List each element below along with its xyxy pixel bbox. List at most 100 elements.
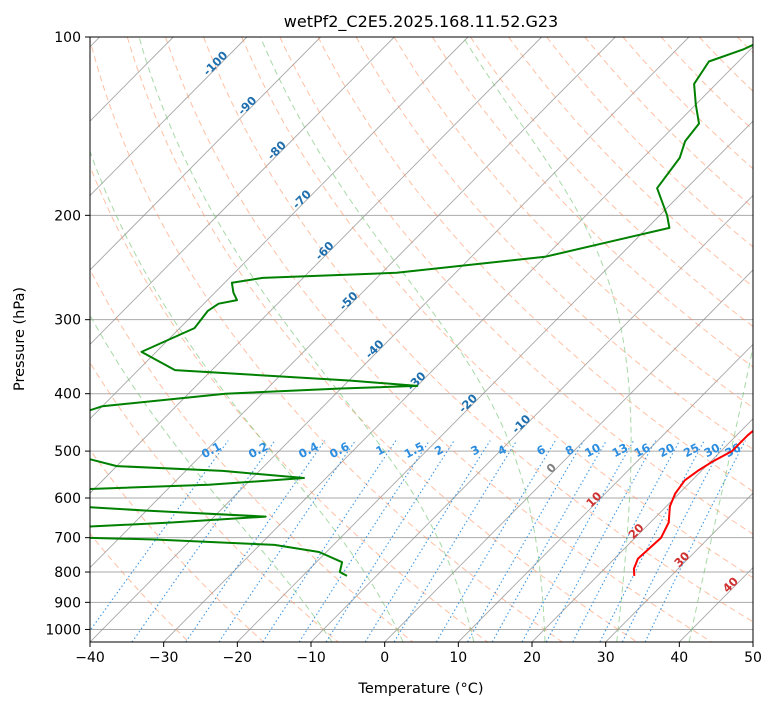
mixing-ratio-label: 13 (610, 440, 631, 460)
dry-adiabat-line (431, 37, 753, 368)
x-tick-label: 20 (523, 650, 541, 666)
isotherm-line (605, 492, 753, 642)
dewpoint-profile (90, 43, 753, 577)
isotherm-line (90, 37, 395, 345)
y-tick-label: 100 (54, 30, 81, 46)
y-axis-title: Pressure (hPa) (12, 287, 28, 391)
mixing-ratio-line (218, 440, 356, 642)
dry-adiabat-line (126, 37, 638, 642)
mixing-ratio-label: 3 (468, 442, 482, 458)
background-lines (90, 37, 753, 642)
isotherm-line (90, 37, 469, 420)
dry-adiabat-line (90, 448, 264, 642)
isotherm-label: -20 (456, 391, 481, 416)
wet-bulb-label: 40 (720, 574, 741, 595)
x-axis-title: Temperature (°C) (357, 681, 483, 697)
y-tick-label: 300 (54, 313, 81, 329)
dry-adiabat-line (90, 268, 414, 642)
y-tick-label: 900 (54, 595, 81, 611)
mixing-ratio-line (467, 440, 585, 642)
mixing-ratio-label: 16 (632, 440, 653, 460)
wet-bulb-label: 10 (583, 489, 604, 510)
mixing-ratio-label: 1 (373, 442, 387, 458)
isotherm-line (679, 566, 753, 642)
dry-adiabat-line (355, 37, 753, 450)
mixing-ratio-label: 30 (702, 440, 723, 460)
dry-adiabat-line (90, 164, 488, 642)
mixing-ratio-line (90, 440, 229, 632)
dry-adiabat-line (660, 37, 753, 131)
isotherm-line (458, 343, 753, 642)
isotherm-label: -40 (362, 337, 387, 362)
mixing-ratio-line (491, 440, 607, 642)
x-tick-label: 50 (744, 650, 762, 666)
mixing-ratio-line (545, 440, 657, 642)
background-line-labels: 0.1 0.2 0.4 0.6 1 1.5 2 3 4 6 8 10 13 16 20 25 30 36-100-… (199, 48, 743, 595)
isotherm-line (163, 46, 753, 642)
isotherm-line (90, 37, 321, 271)
dry-adiabat-line (737, 37, 753, 54)
moist-adiabat-line (138, 37, 475, 642)
mixing-ratio-label: 0.2 (246, 439, 271, 461)
moist-adiabat-line (462, 37, 632, 642)
mixing-ratio-line (435, 440, 556, 642)
mixing-ratio-label: 25 (681, 440, 702, 460)
mixing-ratio-line (325, 440, 455, 642)
isotherm-label: -30 (404, 369, 429, 394)
isotherm-line (90, 37, 616, 569)
temperature-profile (632, 429, 753, 576)
dry-adiabat-line (90, 361, 339, 642)
mixing-ratio-line (393, 440, 518, 642)
isotherm-line (531, 418, 753, 642)
mixing-ratio-line (185, 440, 326, 642)
isotherm-label: -70 (289, 187, 314, 212)
y-axis: 100 200 300 400 500 600 700 800 900 1000 (45, 30, 90, 638)
wet-bulb-label: 20 (625, 521, 646, 542)
isotherm-line (384, 269, 753, 642)
sounding-profiles (90, 43, 753, 577)
mixing-ratio-line (521, 440, 635, 642)
y-tick-label: 600 (54, 491, 81, 507)
mixing-ratio-label: 0.4 (296, 439, 321, 461)
isotherm-line (310, 194, 753, 642)
isotherm-line (90, 37, 690, 642)
isotherm-label: -50 (336, 289, 361, 314)
dry-adiabat-line (393, 37, 753, 409)
dry-adiabat-line (90, 38, 563, 642)
mixing-ratio-label: 10 (582, 440, 603, 460)
x-tick-label: −40 (75, 650, 105, 666)
x-tick-label: 30 (597, 650, 615, 666)
isotherm-line (90, 37, 542, 494)
isotherm-line (90, 37, 248, 197)
mixing-ratio-line (364, 440, 491, 642)
isotherm-line (752, 641, 753, 642)
isotherm-label: -10 (509, 412, 534, 437)
isotherm-label: -100 (200, 48, 230, 78)
dry-adiabat-line (90, 532, 190, 642)
x-tick-label: −10 (296, 650, 326, 666)
y-tick-label: 400 (54, 387, 81, 403)
y-tick-label: 1000 (45, 622, 81, 638)
moist-adiabat-line (688, 344, 753, 642)
y-tick-label: 800 (54, 565, 81, 581)
moist-adiabat-line (90, 314, 333, 642)
x-tick-label: −20 (223, 650, 253, 666)
mixing-ratio-line (644, 440, 746, 642)
x-tick-label: 10 (449, 650, 467, 666)
isotherm-label: -80 (264, 138, 289, 163)
y-tick-label: 500 (54, 444, 81, 460)
wet-bulb-label: 0 (543, 460, 559, 476)
plot-frame (89, 36, 754, 643)
mixing-ratio-label: 0.6 (327, 439, 352, 461)
dry-adiabat-line (508, 37, 753, 288)
mixing-ratio-line (621, 440, 726, 642)
x-axis: −40 −30 −20 −10 0 10 20 30 40 50 (75, 642, 762, 666)
dry-adiabat-line (203, 37, 753, 623)
x-tick-label: −30 (149, 650, 179, 666)
mixing-ratio-label: 1.5 (402, 439, 427, 461)
isotherm-line (237, 120, 753, 642)
chart-title: wetPf2_C2E5.2025.168.11.52.G23 (284, 12, 558, 32)
mixing-ratio-label: 6 (534, 442, 548, 458)
mixing-ratio-label: 0.1 (199, 439, 224, 461)
